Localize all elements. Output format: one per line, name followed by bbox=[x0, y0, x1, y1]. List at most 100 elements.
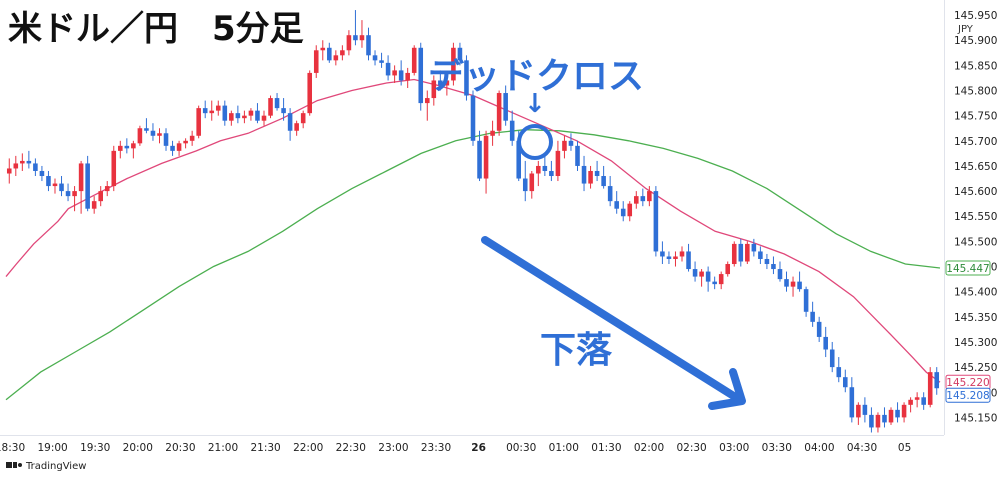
ma-short-layer bbox=[5, 78, 941, 383]
candle-body bbox=[118, 145, 123, 151]
candle bbox=[287, 108, 293, 141]
candle bbox=[464, 55, 469, 101]
candle-body bbox=[797, 281, 802, 290]
candle-body bbox=[705, 271, 711, 282]
candle bbox=[13, 155, 19, 177]
candle-body bbox=[176, 143, 182, 151]
candle-body bbox=[137, 128, 143, 144]
candle-body bbox=[536, 165, 541, 174]
candle bbox=[431, 75, 437, 106]
candle-body bbox=[59, 183, 64, 192]
x-tick-label: 19:30 bbox=[80, 442, 110, 454]
candle-body bbox=[444, 80, 450, 86]
candle bbox=[379, 52, 384, 68]
candle bbox=[640, 188, 646, 207]
candle-body bbox=[764, 258, 770, 265]
candle-body bbox=[594, 170, 600, 177]
candle-body bbox=[712, 281, 717, 285]
candle bbox=[856, 402, 861, 425]
candle bbox=[620, 201, 626, 222]
candle-body bbox=[620, 208, 626, 217]
candle bbox=[692, 261, 698, 282]
candle-body bbox=[91, 201, 97, 209]
x-tick-label: 04:00 bbox=[804, 442, 834, 454]
x-tick-label: 18:30 bbox=[0, 442, 25, 454]
candle bbox=[882, 407, 887, 428]
candle-body bbox=[248, 110, 254, 116]
candle bbox=[111, 145, 117, 192]
candle bbox=[477, 130, 482, 182]
candle-body bbox=[614, 201, 619, 209]
last-price-value: 145.208 bbox=[946, 390, 989, 402]
ma-long-value: 145.447 bbox=[946, 263, 989, 275]
candle bbox=[738, 238, 744, 267]
x-tick-label: 00:30 bbox=[506, 442, 536, 454]
x-tick-label: 23:00 bbox=[378, 442, 408, 454]
x-tick-label: 22:00 bbox=[293, 442, 323, 454]
candle-body bbox=[699, 271, 704, 277]
candle-body bbox=[496, 93, 502, 131]
candle bbox=[320, 40, 326, 61]
candle-body bbox=[575, 145, 580, 166]
candle-body bbox=[261, 115, 267, 121]
candle-body bbox=[640, 196, 646, 202]
candle bbox=[588, 165, 593, 189]
candle-body bbox=[555, 150, 561, 177]
candle-body bbox=[189, 135, 195, 141]
candle-body bbox=[477, 140, 482, 179]
candle-body bbox=[78, 163, 84, 192]
candle-body bbox=[777, 269, 783, 280]
candle-body bbox=[607, 186, 613, 202]
candle-body bbox=[242, 115, 247, 119]
x-tick-label: 23:30 bbox=[421, 442, 451, 454]
candle-body bbox=[647, 191, 652, 202]
candle-body bbox=[431, 80, 437, 99]
candle bbox=[686, 243, 691, 272]
candle-body bbox=[503, 93, 508, 121]
candle-body bbox=[849, 387, 855, 418]
candle-body bbox=[385, 62, 391, 76]
candle bbox=[647, 186, 652, 207]
candle bbox=[803, 286, 809, 317]
ma-long-value-box bbox=[945, 260, 991, 276]
y-tick-label: 145.700 bbox=[954, 136, 997, 148]
candle-body bbox=[13, 163, 19, 169]
candle-body bbox=[144, 128, 149, 131]
candle bbox=[927, 367, 933, 408]
candle bbox=[98, 186, 103, 207]
candle-body bbox=[418, 47, 424, 104]
candle bbox=[758, 246, 763, 265]
candle bbox=[836, 357, 842, 383]
candle bbox=[829, 341, 835, 373]
candle-body bbox=[124, 145, 130, 149]
candle bbox=[673, 251, 678, 267]
candle bbox=[300, 110, 306, 129]
candle bbox=[327, 42, 332, 63]
candle bbox=[699, 269, 704, 287]
candle-body bbox=[588, 170, 593, 184]
candle bbox=[398, 60, 404, 86]
candle-body bbox=[464, 60, 469, 96]
candle-body bbox=[522, 178, 528, 192]
candle bbox=[235, 105, 241, 124]
candle bbox=[261, 110, 267, 126]
candle bbox=[490, 120, 495, 146]
candle bbox=[522, 160, 528, 202]
candle bbox=[908, 397, 913, 413]
candle bbox=[294, 120, 299, 136]
candle bbox=[353, 10, 358, 46]
candle bbox=[536, 160, 541, 187]
candle bbox=[679, 246, 685, 262]
candle bbox=[575, 140, 580, 171]
candle bbox=[118, 140, 123, 159]
candle-body bbox=[392, 70, 397, 76]
candle bbox=[242, 110, 247, 124]
candle bbox=[444, 75, 450, 96]
candle-body bbox=[346, 35, 352, 51]
x-tick-label: 20:00 bbox=[123, 442, 153, 454]
candle-body bbox=[294, 123, 299, 131]
candle-body bbox=[490, 130, 495, 136]
candle bbox=[895, 402, 900, 423]
candle bbox=[91, 196, 97, 214]
